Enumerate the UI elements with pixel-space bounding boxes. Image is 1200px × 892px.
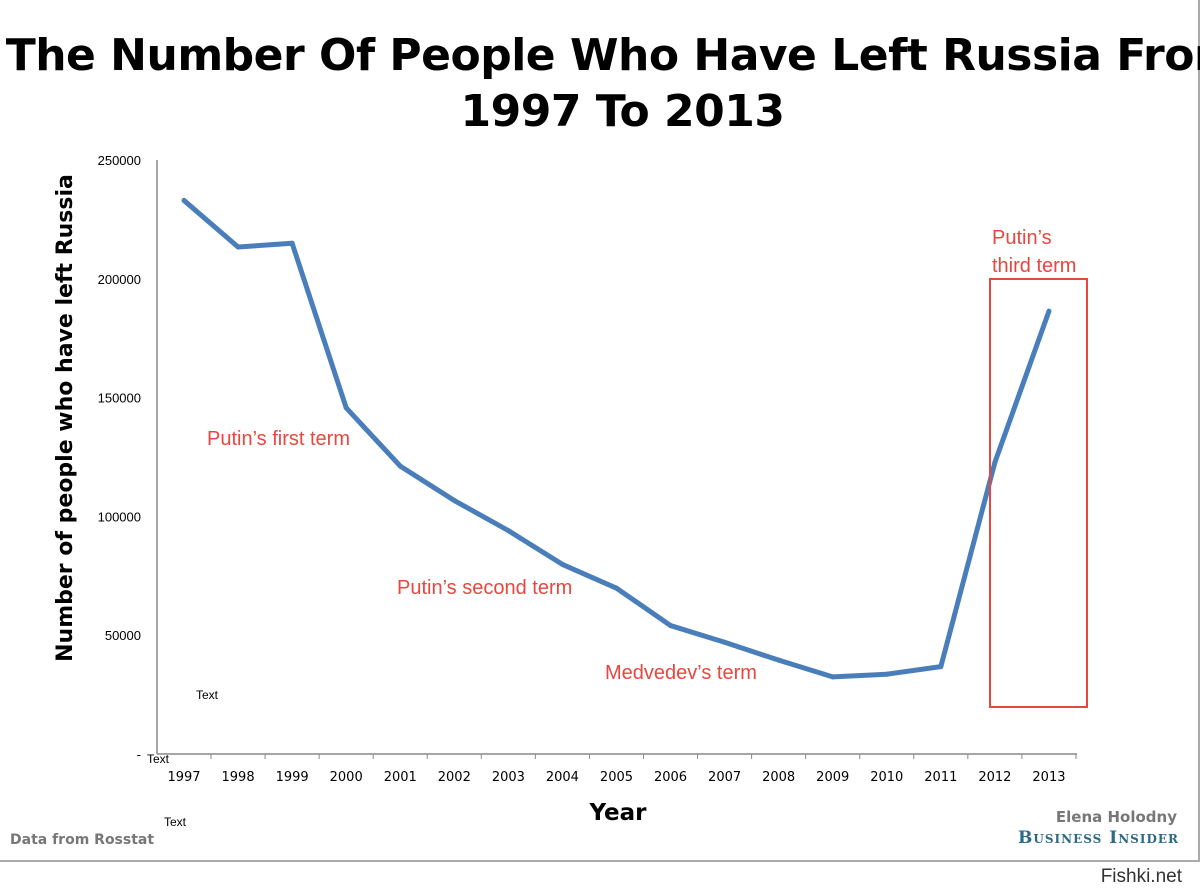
x-tick-label: 1998 <box>222 770 255 785</box>
data-point <box>505 528 511 534</box>
x-tick-label: 2000 <box>330 770 363 785</box>
x-tick-label: 2001 <box>384 770 417 785</box>
annotation-third-term-line1: Putin’s <box>992 227 1052 249</box>
annotation-third-term-line2: third term <box>992 255 1076 277</box>
data-point <box>668 623 674 629</box>
y-tick-label: - <box>137 747 141 762</box>
chart-frame <box>0 0 1200 862</box>
data-point <box>397 463 403 469</box>
placeholder-text: Text <box>147 752 170 766</box>
data-point <box>830 674 836 680</box>
placeholder-text: Text <box>164 815 187 829</box>
x-tick-label: 2012 <box>978 770 1011 785</box>
watermark: Fishki.net <box>1100 866 1182 887</box>
annotation-second-term: Putin’s second term <box>397 577 572 599</box>
y-tick-label: 250000 <box>98 153 141 168</box>
y-tick-label: 50000 <box>105 628 141 643</box>
third-term-box <box>989 278 1088 708</box>
data-point <box>559 561 565 567</box>
data-point <box>343 405 349 411</box>
x-tick-label: 1999 <box>276 770 309 785</box>
data-point <box>722 639 728 645</box>
x-tick-label: 2010 <box>870 770 903 785</box>
data-point <box>235 244 241 250</box>
x-tick-label: 2013 <box>1032 770 1065 785</box>
data-point <box>776 657 782 663</box>
data-point <box>451 498 457 504</box>
annotation-first-term: Putin’s first term <box>207 428 350 450</box>
data-point <box>938 664 944 670</box>
x-axis-label: Year <box>588 800 647 826</box>
placeholder-text: Text <box>196 688 219 702</box>
x-tick-label: 2004 <box>546 770 579 785</box>
y-axis-label: Number of people who have left Russia <box>53 174 78 662</box>
x-tick-label: 2006 <box>654 770 687 785</box>
x-tick-label: 2003 <box>492 770 525 785</box>
data-point <box>289 240 295 246</box>
x-tick-label: 2002 <box>438 770 471 785</box>
source-credit: Data from Rosstat <box>10 832 155 848</box>
data-point <box>884 671 890 677</box>
data-point <box>613 585 619 591</box>
x-tick-label: 2007 <box>708 770 741 785</box>
chart-title: The Number Of People Who Have Left Russi… <box>5 30 1200 137</box>
x-tick-label: 2011 <box>924 770 957 785</box>
author-credit: Elena Holodny <box>1055 808 1177 826</box>
annotation-medvedev-term: Medvedev’s term <box>605 662 757 684</box>
x-tick-label: 2005 <box>600 770 633 785</box>
y-tick-label: 150000 <box>98 391 141 406</box>
y-tick-label: 100000 <box>98 509 141 524</box>
data-point <box>181 197 187 203</box>
x-tick-label: 1997 <box>167 770 200 785</box>
data-point <box>1046 308 1052 314</box>
brand-logo: Business Insider <box>1018 828 1179 848</box>
data-point <box>992 459 998 465</box>
x-tick-label: 2009 <box>816 770 849 785</box>
y-tick-label: 200000 <box>98 272 141 287</box>
x-tick-label: 2008 <box>762 770 795 785</box>
